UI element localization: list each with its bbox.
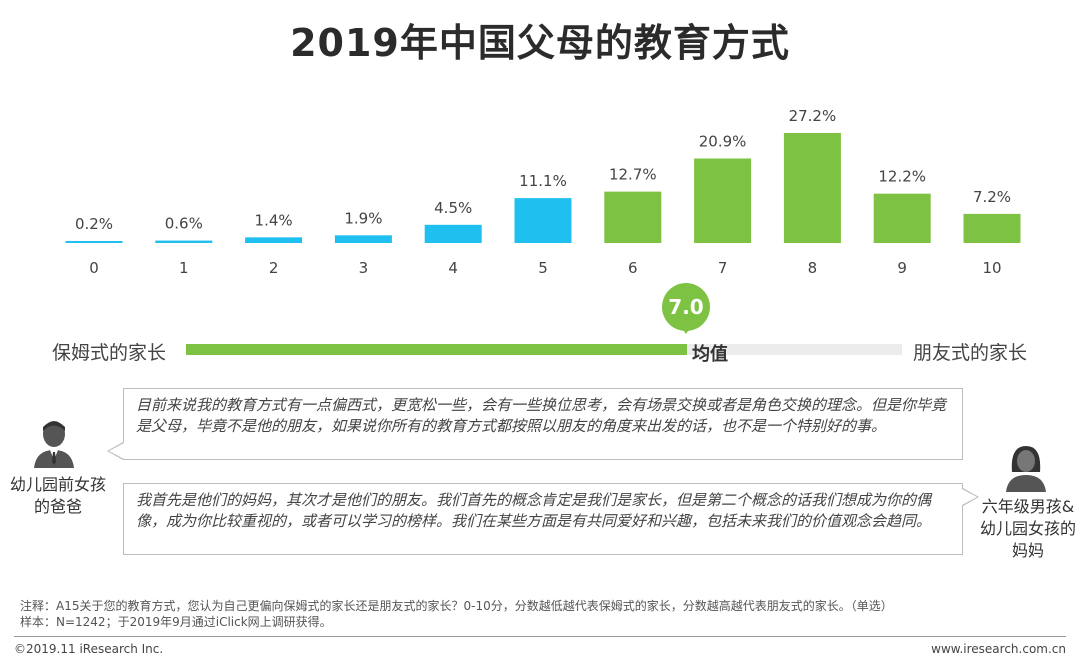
footnote-question: 注释：A15关于您的教育方式，您认为自己更偏向保姆式的家长还是朋友式的家长？0-…	[20, 599, 893, 613]
copyright: ©2019.11 iResearch Inc.	[14, 642, 164, 656]
speaker-label-dad: 幼儿园前女孩的爸爸	[10, 475, 107, 516]
value-label-3: 1.9%	[344, 209, 382, 227]
bar-4	[424, 224, 482, 243]
value-label-1: 0.6%	[165, 215, 203, 233]
category-label-3: 3	[359, 259, 369, 277]
bar-10	[963, 213, 1021, 243]
category-label-10: 10	[982, 259, 1001, 277]
bars-layer: 0.2% 0 0.6% 1 1.4% 2 1.9% 3 4.5% 4 11.1% 5 12.7% 6 20.…	[65, 107, 1021, 277]
footnote-sample: 样本：N=1242；于2019年9月通过iClick网上调研获得。	[20, 615, 332, 629]
footnote: 注释：A15关于您的教育方式，您认为自己更偏向保姆式的家长还是朋友式的家长？0-…	[20, 598, 893, 630]
value-label-4: 4.5%	[434, 199, 472, 217]
bar-9	[873, 193, 931, 243]
bar-2	[245, 237, 303, 243]
bar-5	[514, 198, 572, 243]
bar-8	[783, 133, 841, 243]
female-avatar-icon	[1006, 446, 1046, 492]
value-label-6: 12.7%	[609, 166, 657, 184]
quote-box-mom: 我首先是他们的妈妈，其次才是他们的朋友。我们首先的概念肯定是我们是家长，但是第二…	[123, 483, 963, 555]
footer-divider	[14, 636, 1066, 637]
category-label-6: 6	[628, 259, 638, 277]
page-title: 2019年中国父母的教育方式	[290, 21, 790, 65]
value-label-7: 20.9%	[699, 132, 747, 150]
category-label-0: 0	[89, 259, 99, 277]
value-label-9: 12.2%	[878, 168, 926, 186]
category-label-8: 8	[808, 259, 818, 277]
scale-right-label: 朋友式的家长	[913, 342, 1028, 364]
value-label-8: 27.2%	[789, 107, 837, 125]
category-label-4: 4	[448, 259, 458, 277]
mean-label: 均值	[692, 344, 728, 365]
bar-0	[65, 241, 123, 243]
male-avatar-icon	[34, 421, 74, 468]
category-label-5: 5	[538, 259, 548, 277]
quote-text-dad: 目前来说我的教育方式有一点偏西式，更宽松一些，会有一些换位思考，会有场景交换或者…	[136, 396, 947, 435]
quote-box-dad: 目前来说我的教育方式有一点偏西式，更宽松一些，会有一些换位思考，会有场景交换或者…	[123, 388, 963, 460]
bar-1	[155, 240, 213, 243]
value-label-10: 7.2%	[973, 188, 1011, 206]
scale-left-label: 保姆式的家长	[52, 342, 167, 364]
category-label-9: 9	[897, 259, 907, 277]
category-label-7: 7	[718, 259, 728, 277]
value-label-0: 0.2%	[75, 215, 113, 233]
speaker-label-mom: 六年级男孩&幼儿园女孩的妈妈	[979, 497, 1076, 560]
bar-7	[694, 158, 752, 243]
quote-text-mom: 我首先是他们的妈妈，其次才是他们的朋友。我们首先的概念肯定是我们是家长，但是第二…	[136, 491, 932, 530]
bar-3	[334, 235, 392, 243]
value-label-5: 11.1%	[519, 172, 567, 190]
bar-6	[604, 191, 662, 243]
website-link: www.iresearch.com.cn	[931, 642, 1066, 656]
scale-track-fill	[186, 344, 688, 355]
bar-chart: 0.2% 0 0.6% 1 1.4% 2 1.9% 3 4.5% 4 11.1% 5 12.7% 6 20.…	[65, 107, 1021, 277]
value-label-2: 1.4%	[255, 211, 293, 229]
mean-marker-pointer	[678, 322, 694, 334]
category-label-2: 2	[269, 259, 279, 277]
category-label-1: 1	[179, 259, 189, 277]
